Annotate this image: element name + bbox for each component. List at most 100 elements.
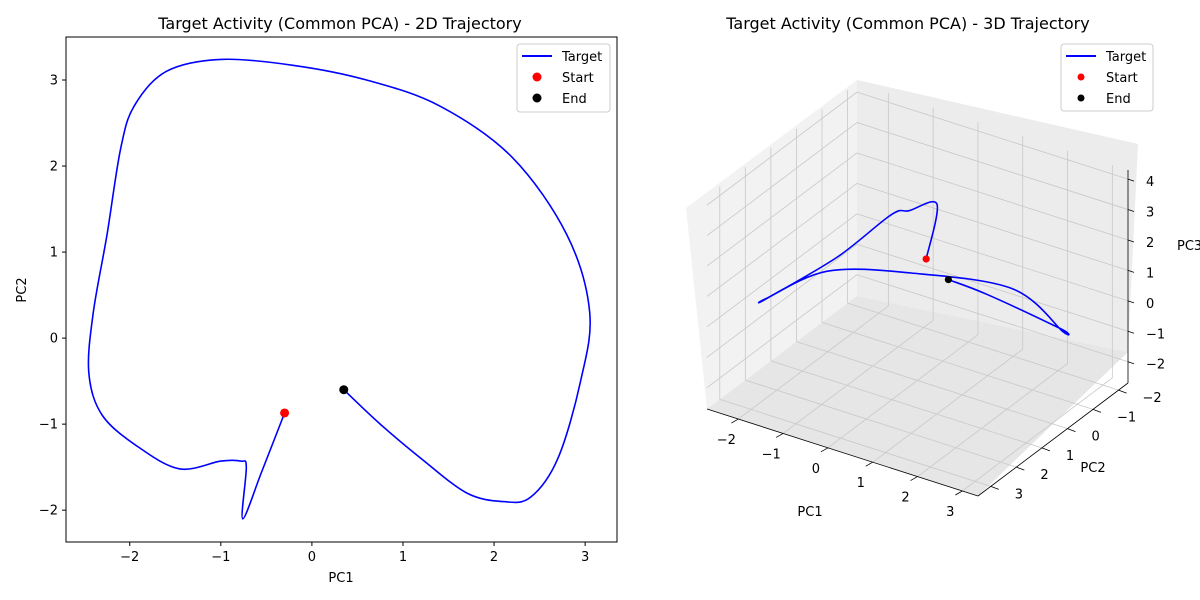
chart-3d-xtick-label: 2 <box>901 491 909 506</box>
chart-3d-xtick-label: 0 <box>812 462 820 477</box>
chart-2d-xlabel: PC1 <box>328 571 353 586</box>
chart-3d-legend: Target Start End <box>1060 43 1154 112</box>
chart-2d-target-line <box>87 58 591 520</box>
chart-3d-axes: −2 −1 0 1 2 3 −2 −1 0 1 2 3 −2 −1 0 1 2 3 4 <box>706 170 1165 520</box>
axis-line <box>731 418 739 424</box>
grid-line <box>856 152 1129 241</box>
axis-line <box>820 447 829 453</box>
chart-3d-ytick-label: −1 <box>1117 410 1136 425</box>
grid-line <box>796 341 1068 430</box>
legend-end-swatch <box>532 93 542 103</box>
chart-3d-ztick-label: 4 <box>1146 175 1154 190</box>
chart-2d-start-point <box>280 408 290 418</box>
legend-start-swatch <box>532 72 542 82</box>
chart-3d-ytick-label: −2 <box>1143 391 1162 406</box>
grid-line <box>856 274 1129 363</box>
grid-line <box>782 320 934 434</box>
chart-3d-xtick-label: 3 <box>946 505 954 520</box>
legend-end-label: End <box>562 92 587 107</box>
axis-line <box>977 382 1129 497</box>
chart-2d-xtick-label: −2 <box>120 550 139 565</box>
axis-line <box>1118 389 1127 394</box>
chart-2d-plot-area <box>65 36 618 543</box>
grid-line <box>706 243 858 358</box>
axis-line <box>1127 330 1135 334</box>
axis-line <box>1092 408 1102 413</box>
legend-start-label: Start <box>562 71 594 86</box>
grid-line <box>856 91 1129 180</box>
chart-3d-xtick-label: 1 <box>857 476 865 491</box>
grid-line <box>706 213 858 328</box>
grid-line <box>706 152 858 267</box>
chart-3d-xtick-label: −2 <box>717 433 736 448</box>
grid-line <box>847 302 1119 391</box>
axis-line <box>1041 447 1051 452</box>
chart-2d-ytick-label: 0 <box>50 332 58 347</box>
chart-3d-ztick-label: 2 <box>1146 236 1154 251</box>
chart-3d-ztick-label: 0 <box>1146 297 1154 312</box>
grid-line <box>706 274 858 389</box>
grid-line <box>706 91 858 206</box>
grid-line <box>770 360 1043 449</box>
chart-2d-end-point <box>339 385 349 395</box>
chart-3d-target-line <box>757 200 1070 336</box>
chart-3d-legend-box <box>1060 43 1154 112</box>
grid-line <box>719 398 991 487</box>
axis-line <box>1127 239 1135 243</box>
legend-target-label: Target <box>561 50 602 65</box>
grid-line <box>821 321 1094 410</box>
chart-2d-trajectory: Target Activity (Common PCA) - 2D Trajec… <box>15 14 618 586</box>
chart-3d-ztick-label: −1 <box>1146 327 1165 342</box>
grid-line <box>856 243 1129 332</box>
axis-line <box>990 486 999 490</box>
axis-line <box>1127 270 1135 273</box>
legend3d-target-label: Target <box>1105 50 1146 65</box>
chart-2d-ytick-label: 2 <box>50 160 58 175</box>
chart-2d-ytick-label: 1 <box>50 246 58 261</box>
chart-3d-ytick-label: 0 <box>1091 430 1099 445</box>
grid-line <box>706 183 858 297</box>
chart-3d-ytick-label: 1 <box>1066 449 1074 464</box>
chart-3d-gridlines <box>706 90 1129 492</box>
axis-line <box>775 433 784 438</box>
grid-line <box>827 334 979 449</box>
axis-line <box>1127 209 1135 212</box>
chart-3d-ztick-label: −2 <box>1146 358 1165 373</box>
axis-line <box>910 476 918 481</box>
chart-2d-xtick-label: 2 <box>490 550 498 565</box>
chart-3d-ztick-label: 1 <box>1146 266 1154 281</box>
chart-3d-ytick-label: 3 <box>1015 487 1023 502</box>
chart-3d-xtick-label: −1 <box>762 447 781 462</box>
chart-2d-legend: Target Start End <box>516 43 611 113</box>
axis-line <box>865 461 873 467</box>
chart-3d-title: Target Activity (Common PCA) - 3D Trajec… <box>725 14 1089 33</box>
grid-line <box>962 377 1113 492</box>
chart-2d-ytick-label: 3 <box>50 74 58 89</box>
chart-2d-title: Target Activity (Common PCA) - 2D Trajec… <box>157 14 521 33</box>
grid-line <box>745 379 1017 468</box>
grid-line <box>856 183 1129 271</box>
grid-line <box>706 122 858 236</box>
chart-3d-zlabel: PC3 <box>1177 239 1200 254</box>
chart-2d-xtick-label: −1 <box>211 550 230 565</box>
axis-line <box>1067 428 1076 432</box>
chart-3d-ylabel: PC2 <box>1080 461 1105 476</box>
chart-3d-end-point <box>944 276 952 284</box>
chart-3d-ytick-label: 2 <box>1040 468 1048 483</box>
grid-line <box>856 213 1129 302</box>
axis-line <box>1127 178 1135 182</box>
axis-line <box>1127 361 1135 365</box>
grid-line <box>738 305 889 420</box>
chart-2d-ytick-label: −2 <box>39 504 58 519</box>
legend3d-start-swatch <box>1077 73 1085 81</box>
chart-2d-xtick-label: 3 <box>581 550 589 565</box>
pane-back-left <box>686 80 857 409</box>
legend3d-end-swatch <box>1077 94 1085 102</box>
chart-3d-ztick-label: 3 <box>1146 206 1154 221</box>
chart-3d-trajectory: Target Activity (Common PCA) - 3D Trajec… <box>686 14 1200 520</box>
grid-line <box>872 348 1023 463</box>
axis-line <box>955 490 963 496</box>
chart-2d-ylabel: PC2 <box>15 277 30 302</box>
legend3d-end-label: End <box>1106 92 1131 107</box>
